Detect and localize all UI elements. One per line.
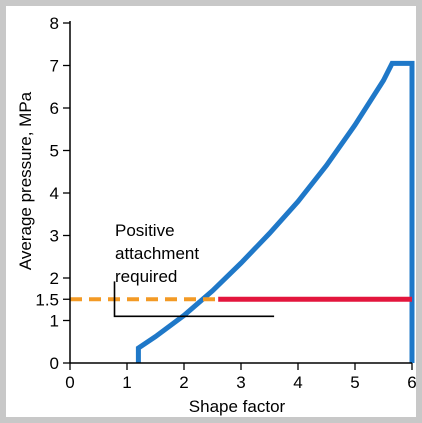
y-tick-label-6: 6 — [50, 99, 59, 118]
y-tick-label-4: 4 — [50, 184, 59, 203]
y-tick-label-0: 0 — [50, 354, 59, 373]
x-tick-label-5: 5 — [350, 373, 359, 392]
x-tick-label-3: 3 — [236, 373, 245, 392]
x-tick-label-0: 0 — [65, 373, 74, 392]
x-tick-label-6: 6 — [407, 373, 416, 392]
annotation-line-1: Positive — [115, 221, 175, 240]
x-axis-title: Shape factor — [189, 397, 286, 416]
y-axis-title: Average pressure, MPa — [16, 91, 35, 270]
y-tick-label-8: 8 — [50, 14, 59, 33]
y-tick-label-2: 2 — [50, 269, 59, 288]
chart-frame: 0 1 2 3 4 5 6 7 8 1.5 0 1 2 3 4 5 6 Shape factor Average p… — [6, 6, 416, 417]
y-tick-label-1: 1 — [50, 312, 59, 331]
x-tick-label-1: 1 — [122, 373, 131, 392]
annotation-line-3: required — [115, 267, 177, 286]
annotation-line-2: attachment — [115, 244, 199, 263]
series-line-1 — [138, 63, 412, 363]
x-tick-label-2: 2 — [179, 373, 188, 392]
pressure-shape-factor-chart: 0 1 2 3 4 5 6 7 8 1.5 0 1 2 3 4 5 6 Shape factor Average p… — [6, 6, 416, 417]
y-tick-label-7: 7 — [50, 57, 59, 76]
y-tick-label-1-5: 1.5 — [35, 290, 59, 309]
y-tick-label-3: 3 — [50, 227, 59, 246]
y-tick-label-5: 5 — [50, 142, 59, 161]
x-tick-label-4: 4 — [293, 373, 302, 392]
